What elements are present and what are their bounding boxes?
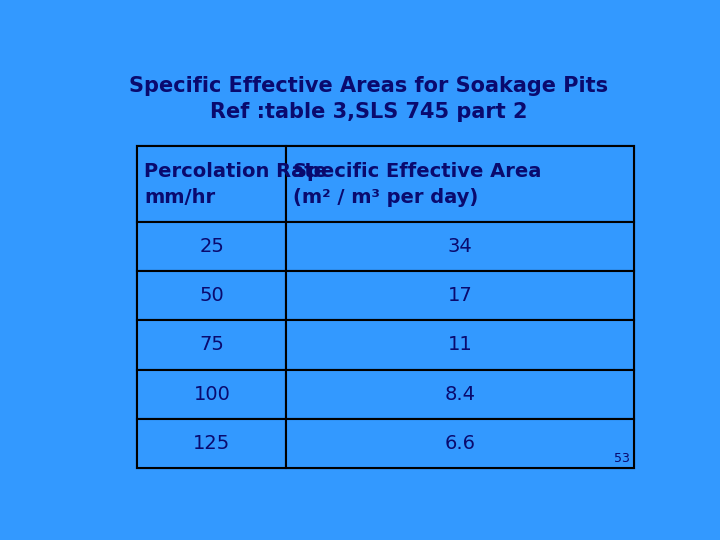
Text: 17: 17 [448, 286, 472, 305]
Bar [138, 271, 287, 320]
Bar [287, 419, 634, 468]
Bar [138, 221, 287, 271]
Text: 34: 34 [448, 237, 472, 256]
Bar [138, 419, 287, 468]
Bar [138, 146, 634, 468]
Text: 125: 125 [193, 434, 230, 453]
Text: mm/hr: mm/hr [144, 187, 215, 207]
Text: 25: 25 [199, 237, 225, 256]
Bar [287, 221, 634, 271]
Text: 11: 11 [448, 335, 472, 354]
Text: 8.4: 8.4 [445, 384, 476, 404]
Bar [138, 146, 287, 221]
Text: 50: 50 [199, 286, 225, 305]
Text: 6.6: 6.6 [445, 434, 476, 453]
Text: Percolation Rate: Percolation Rate [144, 162, 327, 181]
Text: (m² / m³ per day): (m² / m³ per day) [293, 187, 478, 207]
Text: 75: 75 [199, 335, 225, 354]
Text: 53: 53 [613, 452, 629, 465]
Text: 100: 100 [194, 384, 230, 404]
Bar [287, 271, 634, 320]
Bar [138, 369, 287, 419]
Bar [138, 320, 287, 369]
Bar [287, 369, 634, 419]
Bar [287, 320, 634, 369]
Bar [287, 146, 634, 221]
Text: Specific Effective Area: Specific Effective Area [293, 162, 541, 181]
Text: Specific Effective Areas for Soakage Pits
Ref :table 3,SLS 745 part 2: Specific Effective Areas for Soakage Pit… [130, 76, 608, 122]
